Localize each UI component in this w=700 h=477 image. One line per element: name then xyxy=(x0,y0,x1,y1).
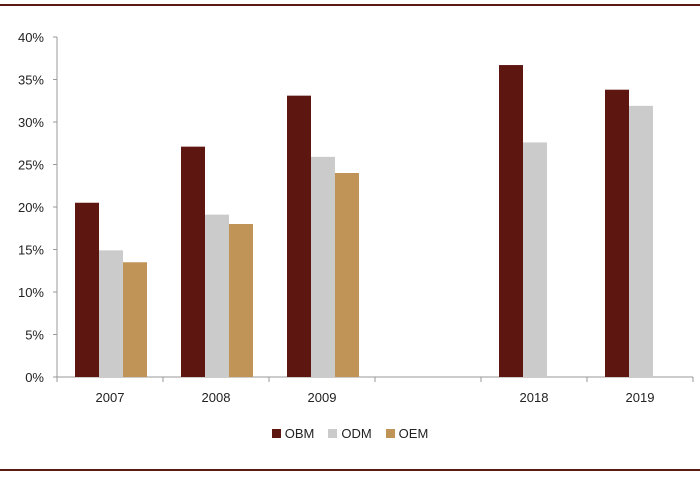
legend-swatch xyxy=(271,429,281,438)
x-axis: 2007 2008 2009 2018 2019 xyxy=(56,376,694,405)
x-tick-label: 2019 xyxy=(626,390,655,405)
bars xyxy=(75,65,653,378)
bar-odm xyxy=(99,250,123,377)
y-axis: 0% 5% 10% 15% 20% 25% 30% 35% 40% xyxy=(18,30,58,385)
bar-obm xyxy=(499,65,523,378)
y-tick-label: 40% xyxy=(18,30,44,45)
bar-oem xyxy=(123,262,147,377)
y-tick-label: 0% xyxy=(25,370,44,385)
x-tick-label: 2008 xyxy=(202,390,231,405)
bar-obm xyxy=(75,202,99,377)
legend-item-odm: ODM xyxy=(328,426,372,441)
bar-odm xyxy=(311,156,335,377)
bar-obm xyxy=(181,146,205,377)
bar-obm xyxy=(605,89,629,377)
bar-oem xyxy=(229,224,253,377)
y-tick-label: 35% xyxy=(18,73,44,88)
top-rule xyxy=(0,4,700,6)
legend-swatch xyxy=(328,429,338,438)
y-tick-label: 30% xyxy=(18,115,44,130)
legend-item-oem: OEM xyxy=(385,426,429,441)
bar-oem xyxy=(335,173,359,377)
legend-item-obm: OBM xyxy=(271,426,315,441)
legend: OBM ODM OEM xyxy=(0,426,700,441)
bar-odm xyxy=(523,142,547,377)
legend-label: OEM xyxy=(398,426,429,441)
bar-obm xyxy=(287,95,311,378)
y-tick-label: 5% xyxy=(25,328,44,343)
x-tick-label: 2018 xyxy=(520,390,549,405)
y-tick-label: 25% xyxy=(18,158,44,173)
bar-chart: 0%5%10%15%20%25%30%35%40% 2007 2008 2009 20… xyxy=(18,30,694,405)
legend-swatch xyxy=(385,429,395,438)
y-tick-label: 20% xyxy=(18,200,44,215)
x-tick-label: 2009 xyxy=(308,390,337,405)
y-tick-label: 10% xyxy=(18,285,44,300)
bar-odm xyxy=(205,214,229,377)
bar-odm xyxy=(629,105,653,377)
x-tick-label: 2007 xyxy=(96,390,125,405)
legend-label: ODM xyxy=(341,426,372,441)
y-tick-label: 15% xyxy=(18,243,44,258)
legend-label: OBM xyxy=(284,426,315,441)
bottom-rule xyxy=(0,469,700,471)
